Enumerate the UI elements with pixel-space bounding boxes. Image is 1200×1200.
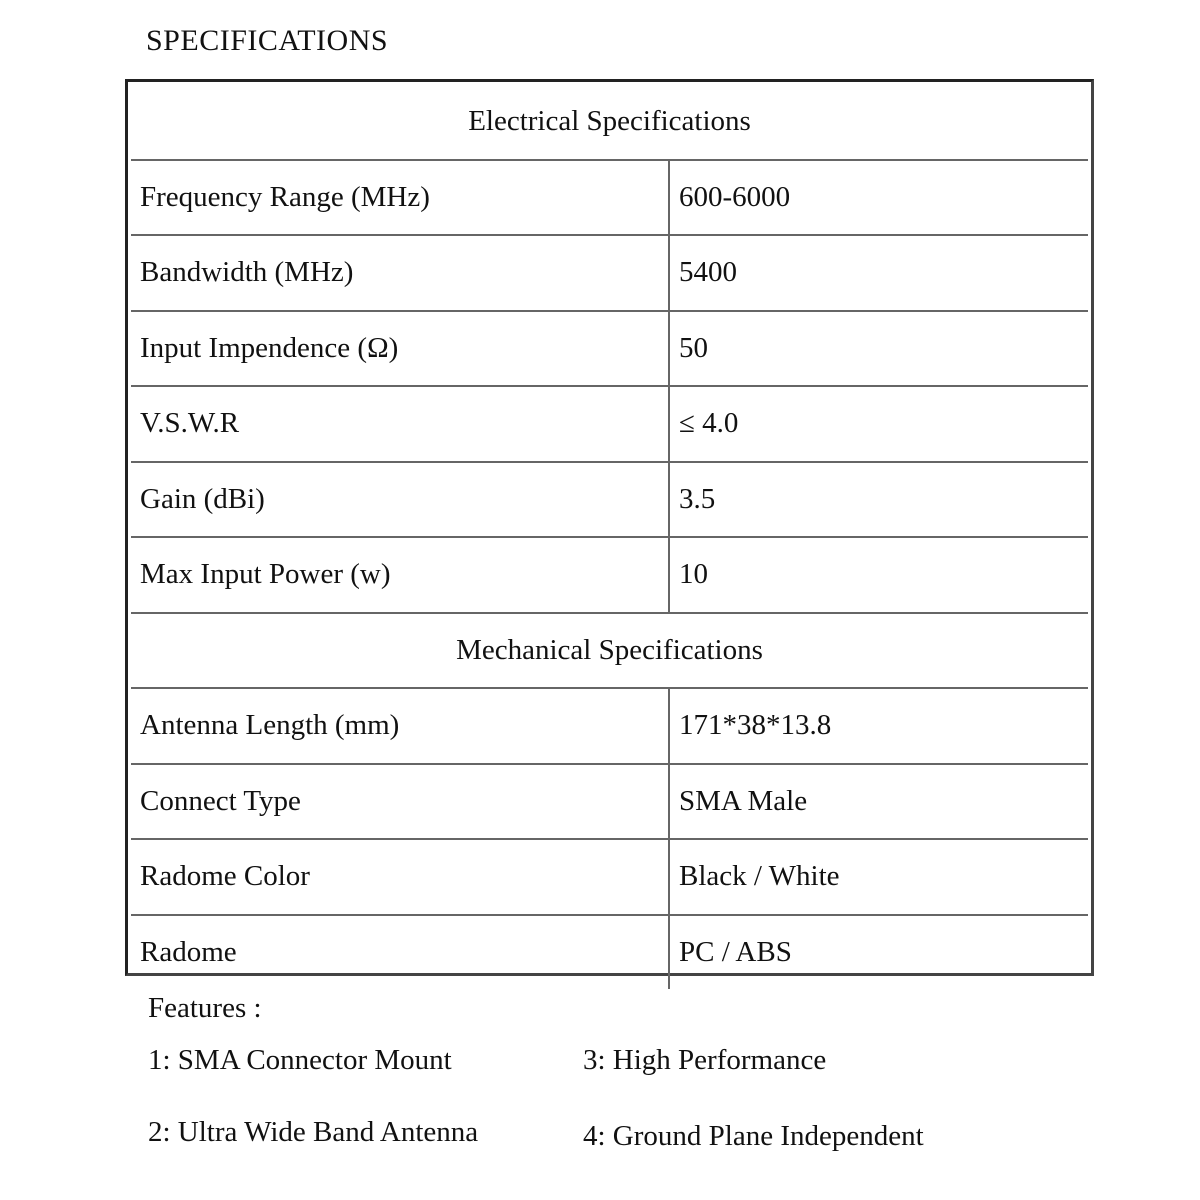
table-row: Input Impendence (Ω) 50	[131, 309, 1088, 387]
table-row: Antenna Length (mm) 171*38*13.8	[131, 687, 1088, 765]
spec-label: Frequency Range (MHz)	[131, 158, 670, 236]
feature-item: 3: High Performance	[583, 1044, 827, 1076]
spec-table: Electrical Specifications Frequency Rang…	[131, 85, 1088, 989]
spec-label: V.S.W.R	[131, 385, 670, 463]
spec-label: Input Impendence (Ω)	[131, 309, 670, 387]
features-heading: Features :	[148, 992, 262, 1024]
spec-value: PC / ABS	[668, 913, 1088, 989]
table-row: Radome Color Black / White	[131, 838, 1088, 916]
feature-item: 1: SMA Connector Mount	[148, 1044, 452, 1076]
table-row: Max Input Power (w) 10	[131, 536, 1088, 614]
table-row: Gain (dBi) 3.5	[131, 460, 1088, 538]
spec-value: ≤ 4.0	[668, 385, 1088, 463]
spec-label: Radome	[131, 913, 670, 989]
spec-label: Gain (dBi)	[131, 460, 670, 538]
feature-item: 4: Ground Plane Independent	[583, 1120, 924, 1152]
table-row: Connect Type SMA Male	[131, 762, 1088, 840]
table-row: Radome PC / ABS	[131, 913, 1088, 989]
spec-label: Radome Color	[131, 838, 670, 916]
table-row: Frequency Range (MHz) 600-6000	[131, 158, 1088, 236]
spec-value: Black / White	[668, 838, 1088, 916]
spec-value: 3.5	[668, 460, 1088, 538]
section-header-row: Mechanical Specifications	[131, 611, 1088, 689]
page-title: SPECIFICATIONS	[146, 24, 389, 57]
spec-label: Antenna Length (mm)	[131, 687, 670, 765]
spec-value: 10	[668, 536, 1088, 614]
feature-item: 2: Ultra Wide Band Antenna	[148, 1116, 479, 1148]
table-row: V.S.W.R ≤ 4.0	[131, 385, 1088, 463]
section-header-row: Electrical Specifications	[131, 85, 1088, 161]
spec-value: 50	[668, 309, 1088, 387]
spec-value: SMA Male	[668, 762, 1088, 840]
spec-table-frame: Electrical Specifications Frequency Rang…	[125, 79, 1094, 989]
spec-value: 171*38*13.8	[668, 687, 1088, 765]
spec-label: Max Input Power (w)	[131, 536, 670, 614]
spec-value: 5400	[668, 234, 1088, 312]
spec-value: 600-6000	[668, 158, 1088, 236]
table-row: Bandwidth (MHz) 5400	[131, 234, 1088, 312]
electrical-header: Electrical Specifications	[131, 85, 1088, 161]
spec-label: Connect Type	[131, 762, 670, 840]
mechanical-header: Mechanical Specifications	[131, 611, 1088, 689]
spec-label: Bandwidth (MHz)	[131, 234, 670, 312]
